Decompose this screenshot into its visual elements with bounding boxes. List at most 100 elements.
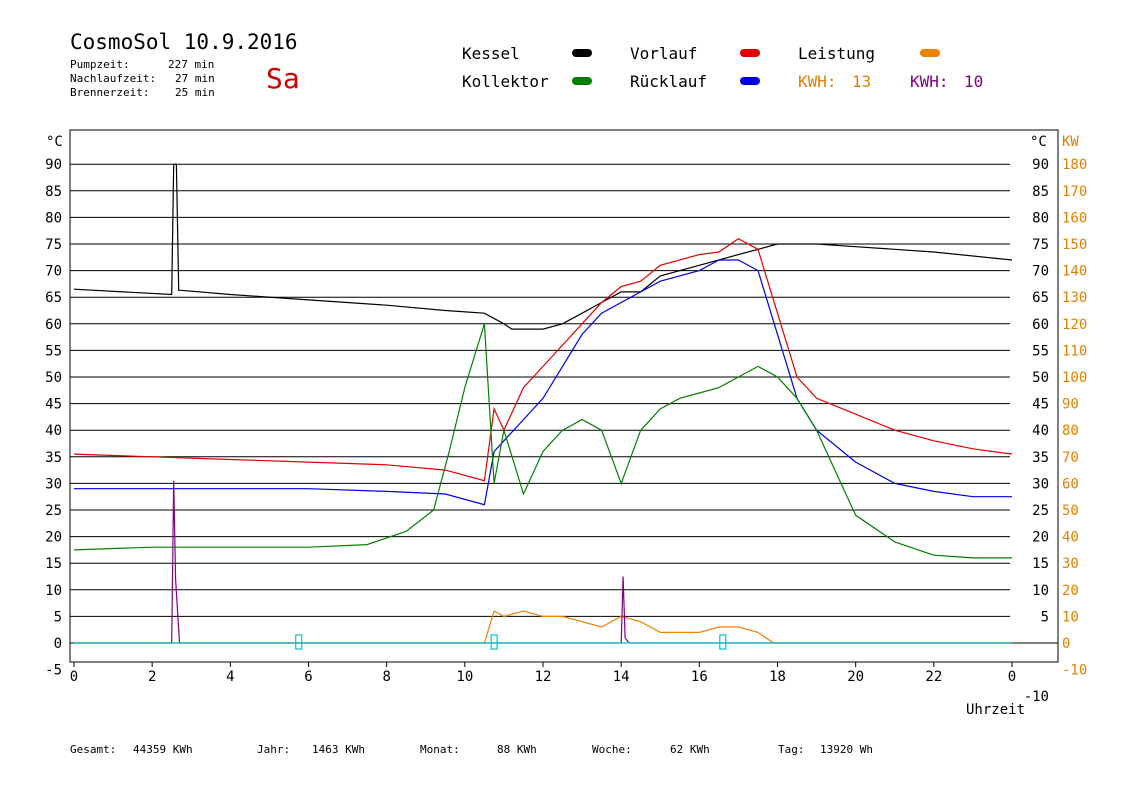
series-line-kwh2 <box>74 480 1012 644</box>
legend-ruecklauf-swatch <box>740 77 760 85</box>
y-tick-label-right: 20 <box>1032 530 1049 546</box>
footer-woche-value: 62 KWh <box>670 743 710 756</box>
legend-vorlauf-swatch <box>740 49 760 57</box>
y-tick-label-left: -5 <box>45 663 62 679</box>
y-tick-label-left: 20 <box>45 530 62 546</box>
y-tick-label-kw: -10 <box>1062 663 1087 679</box>
y-tick-label-right: 65 <box>1032 290 1049 306</box>
y-tick-label-kw: 170 <box>1062 184 1087 200</box>
y-tick-label-right: -10 <box>1024 689 1049 705</box>
y-tick-label-kw: 60 <box>1062 476 1079 492</box>
y-tick-label-kw: 110 <box>1062 343 1087 359</box>
legend-vorlauf-label: Vorlauf <box>630 44 698 63</box>
y-tick-label-right: 45 <box>1032 397 1049 413</box>
y-axis-label-left: °C <box>46 134 63 150</box>
y-tick-label-right: 35 <box>1032 450 1049 466</box>
y-tick-label-left: 80 <box>45 210 62 226</box>
x-tick-label: 8 <box>382 669 390 685</box>
legend-kollektor-swatch <box>572 77 592 85</box>
footer-tag-label: Tag: <box>778 743 805 756</box>
x-tick-label: 4 <box>226 669 234 685</box>
kwh-purple-label: KWH: <box>910 72 949 91</box>
cyan-marker <box>490 634 498 650</box>
y-tick-label-right: 75 <box>1032 237 1049 253</box>
y-axis-label-kw: KW <box>1062 134 1079 150</box>
y-tick-label-left: 30 <box>45 476 62 492</box>
x-axis-label: Uhrzeit <box>966 702 1025 718</box>
legend-kessel-swatch <box>572 49 592 57</box>
x-tick-label: 2 <box>148 669 156 685</box>
y-tick-label-kw: 100 <box>1062 370 1087 386</box>
y-tick-label-left: 45 <box>45 397 62 413</box>
kwh-purple-value: 10 <box>964 72 984 91</box>
pumpzeit-label: Pumpzeit: <box>70 58 130 71</box>
y-tick-label-left: 90 <box>45 157 62 173</box>
y-tick-label-kw: 50 <box>1062 503 1079 519</box>
y-tick-label-kw: 70 <box>1062 450 1079 466</box>
y-tick-label-kw: 0 <box>1062 636 1070 652</box>
y-axis-label-right: °C <box>1030 134 1047 150</box>
y-tick-label-kw: 20 <box>1062 583 1079 599</box>
y-tick-label-right: 60 <box>1032 317 1049 333</box>
y-tick-label-left: 10 <box>45 583 62 599</box>
series-line-r-cklauf <box>74 259 1012 506</box>
y-tick-label-kw: 10 <box>1062 609 1079 625</box>
x-tick-label: 10 <box>456 669 473 685</box>
series-line-leistung <box>74 610 1012 644</box>
y-tick-label-left: 85 <box>45 184 62 200</box>
cyan-marker <box>719 634 727 650</box>
series-line-vorlauf <box>73 237 1013 482</box>
y-tick-label-right: 30 <box>1032 476 1049 492</box>
day-label: Sa <box>266 62 300 95</box>
y-tick-label-kw: 90 <box>1062 397 1079 413</box>
footer-monat-value: 88 KWh <box>497 743 537 756</box>
y-tick-label-kw: 160 <box>1062 210 1087 226</box>
y-tick-label-kw: 150 <box>1062 237 1087 253</box>
page-title: CosmoSol 10.9.2016 <box>70 30 298 54</box>
y-tick-label-kw: 180 <box>1062 157 1087 173</box>
y-tick-label-left: 55 <box>45 343 62 359</box>
y-tick-label-right: 85 <box>1032 184 1049 200</box>
legend-leistung-swatch <box>920 49 940 57</box>
y-tick-label-left: 0 <box>54 636 62 652</box>
x-tick-label: 18 <box>769 669 786 685</box>
kwh-leistung-label: KWH: <box>798 72 837 91</box>
x-tick-label: 20 <box>847 669 864 685</box>
footer-jahr-value: 1463 KWh <box>312 743 365 756</box>
y-tick-label-left: 65 <box>45 290 62 306</box>
y-tick-label-left: 35 <box>45 450 62 466</box>
legend-kessel-label: Kessel <box>462 44 520 63</box>
y-tick-label-right: 90 <box>1032 157 1049 173</box>
series-line-kollektor <box>73 323 1012 559</box>
brennerzeit-value: 25 min <box>175 86 215 99</box>
x-tick-label: 12 <box>535 669 552 685</box>
footer-gesamt-value: 44359 KWh <box>133 743 193 756</box>
y-tick-label-kw: 140 <box>1062 264 1087 280</box>
y-tick-label-left: 60 <box>45 317 62 333</box>
y-tick-label-kw: 80 <box>1062 423 1079 439</box>
pumpzeit-value: 227 min <box>168 58 215 71</box>
legend-kollektor-label: Kollektor <box>462 72 549 91</box>
y-tick-label-left: 25 <box>45 503 62 519</box>
x-tick-label: 0 <box>70 669 78 685</box>
y-tick-label-left: 5 <box>54 609 62 625</box>
legend-leistung-label: Leistung <box>798 44 876 63</box>
footer-woche-label: Woche: <box>592 743 632 756</box>
legend-ruecklauf-label: Rücklauf <box>630 72 708 91</box>
y-tick-label-right: 25 <box>1032 503 1049 519</box>
footer-tag-value: 13920 Wh <box>820 743 873 756</box>
cyan-marker <box>295 634 303 650</box>
footer-monat-label: Monat: <box>420 743 460 756</box>
y-tick-label-right: 10 <box>1032 583 1049 599</box>
y-tick-label-right: 50 <box>1032 370 1049 386</box>
brennerzeit-label: Brennerzeit: <box>70 86 150 99</box>
x-tick-label: 0 <box>1008 669 1016 685</box>
y-tick-label-right: 55 <box>1032 343 1049 359</box>
x-tick-label: 22 <box>925 669 942 685</box>
x-tick-label: 14 <box>613 669 630 685</box>
y-tick-label-right: 80 <box>1032 210 1049 226</box>
y-tick-label-kw: 30 <box>1062 556 1079 572</box>
y-tick-label-left: 15 <box>45 556 62 572</box>
y-tick-label-kw: 130 <box>1062 290 1087 306</box>
x-tick-label: 6 <box>304 669 312 685</box>
